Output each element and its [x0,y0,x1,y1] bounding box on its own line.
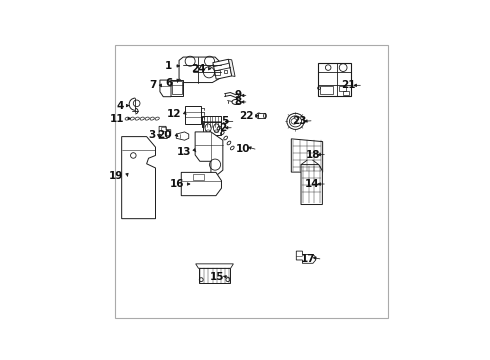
Bar [224,69,227,73]
Polygon shape [213,59,232,79]
Polygon shape [176,132,189,140]
Polygon shape [195,132,223,174]
Bar [193,174,204,180]
Text: 16: 16 [170,179,184,189]
Text: 2: 2 [220,123,227,133]
Bar [214,69,220,75]
Bar [166,131,170,135]
Bar [203,122,221,135]
Polygon shape [292,139,322,172]
Text: 24: 24 [191,64,205,74]
Polygon shape [228,59,235,76]
Text: 6: 6 [166,77,173,87]
Bar [172,81,182,94]
Bar [339,86,346,91]
Text: 3: 3 [148,130,155,140]
Text: 17: 17 [301,254,316,264]
Text: 14: 14 [305,179,320,189]
Text: 1: 1 [165,61,172,71]
Text: 8: 8 [234,97,242,107]
Text: 15: 15 [210,273,225,283]
Polygon shape [160,80,171,97]
Text: 10: 10 [236,144,250,154]
Polygon shape [159,126,171,139]
Text: 7: 7 [149,80,156,90]
Text: 11: 11 [110,114,124,123]
Text: 5: 5 [221,116,228,126]
Bar [343,91,349,95]
Text: 9: 9 [234,90,242,100]
Bar [202,116,221,127]
Bar [318,63,351,96]
Bar [198,268,230,283]
Polygon shape [196,264,233,268]
Text: 23: 23 [292,116,307,126]
Text: 12: 12 [167,109,181,119]
Text: 20: 20 [158,130,172,140]
Bar [258,113,265,118]
Text: 21: 21 [342,80,356,90]
Bar [320,86,333,94]
Bar [185,106,200,124]
Text: 22: 22 [240,111,254,121]
Polygon shape [179,57,220,82]
Text: 19: 19 [109,171,123,181]
Bar [161,127,166,131]
Text: 18: 18 [305,150,320,159]
Text: 4: 4 [117,100,124,111]
Polygon shape [301,165,322,204]
Polygon shape [122,136,155,219]
Polygon shape [181,172,221,195]
Bar [170,80,183,96]
Text: 13: 13 [177,147,192,157]
Polygon shape [296,251,316,263]
